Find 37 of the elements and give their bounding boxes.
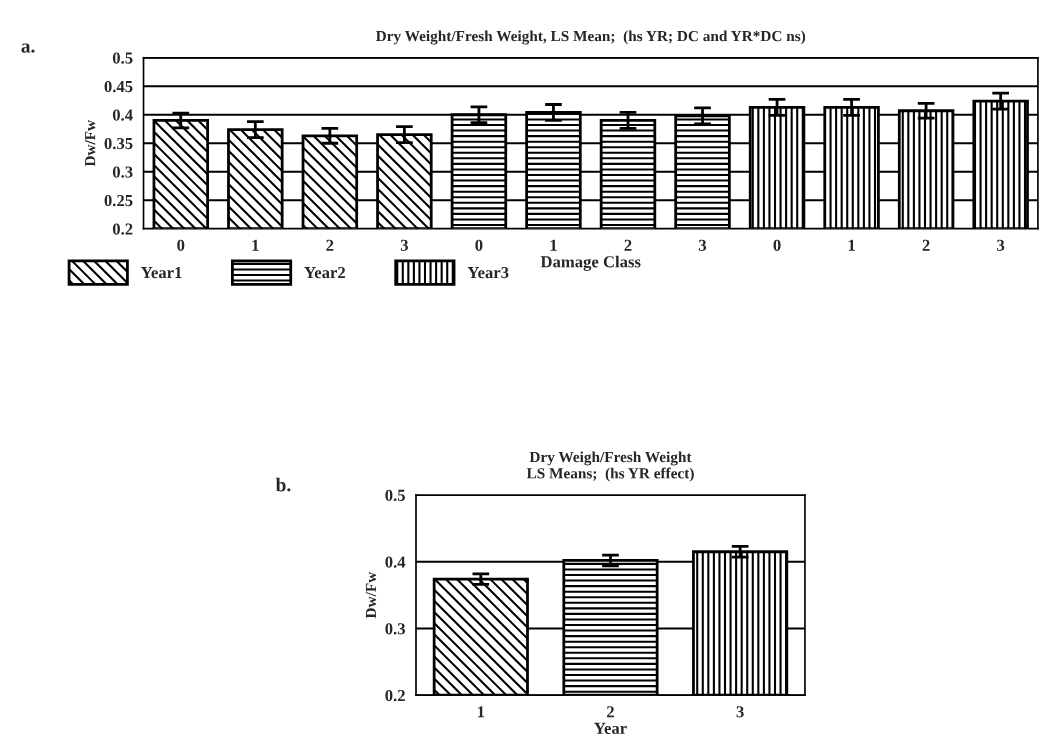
x-tick-label: 3 [736, 706, 744, 718]
x-axis-title: Year [594, 722, 627, 734]
x-tick-label: 1 [478, 706, 485, 718]
y-axis-title: Dw/Fw [365, 571, 377, 619]
chart-title: Dry Weight/Fresh Weight, LS Mean; (hs YR; DC and YR*DC ns) [375, 30, 806, 45]
x-tick-label: 1 [252, 239, 259, 251]
y-tick-label: 0.4 [385, 556, 406, 568]
x-axis-title: Damage Class [540, 255, 641, 271]
y-axis-title: Dw/Fw [85, 119, 96, 167]
y-tick-label: 0.45 [104, 80, 133, 93]
x-tick-label: 1 [848, 239, 855, 251]
legend-label: Year1 [141, 267, 182, 279]
x-tick-label: 0 [177, 239, 185, 251]
x-tick-label: 2 [624, 239, 632, 251]
chart-title: Dry Weigh/Fresh Weight LS Means; (hs YR effect) [526, 451, 694, 482]
y-tick-label: 0.35 [104, 137, 133, 150]
legend-label: Year2 [304, 266, 345, 279]
x-tick-label: 2 [326, 239, 334, 251]
y-tick-label: 0.3 [385, 623, 406, 635]
y-tick-label: 0.5 [385, 489, 405, 502]
y-tick-label: 0.5 [112, 52, 133, 64]
text: a. [21, 43, 35, 53]
x-tick-label: 2 [607, 706, 614, 718]
x-tick-label: 1 [550, 239, 557, 251]
x-tick-label: 3 [997, 239, 1005, 251]
x-tick-label: 0 [773, 239, 781, 251]
y-tick-label: 0.2 [112, 223, 133, 235]
legend-label: Year3 [467, 266, 509, 279]
y-tick-label: 0.25 [104, 194, 133, 207]
x-tick-label: 3 [698, 239, 707, 251]
y-tick-label: 0.3 [112, 166, 133, 178]
y-tick-label: 0.2 [385, 689, 405, 702]
x-tick-label: 3 [400, 239, 408, 251]
text: b. [275, 477, 291, 492]
y-tick-label: 0.4 [112, 109, 133, 121]
x-tick-label: 0 [475, 239, 483, 251]
x-tick-label: 2 [922, 239, 930, 251]
